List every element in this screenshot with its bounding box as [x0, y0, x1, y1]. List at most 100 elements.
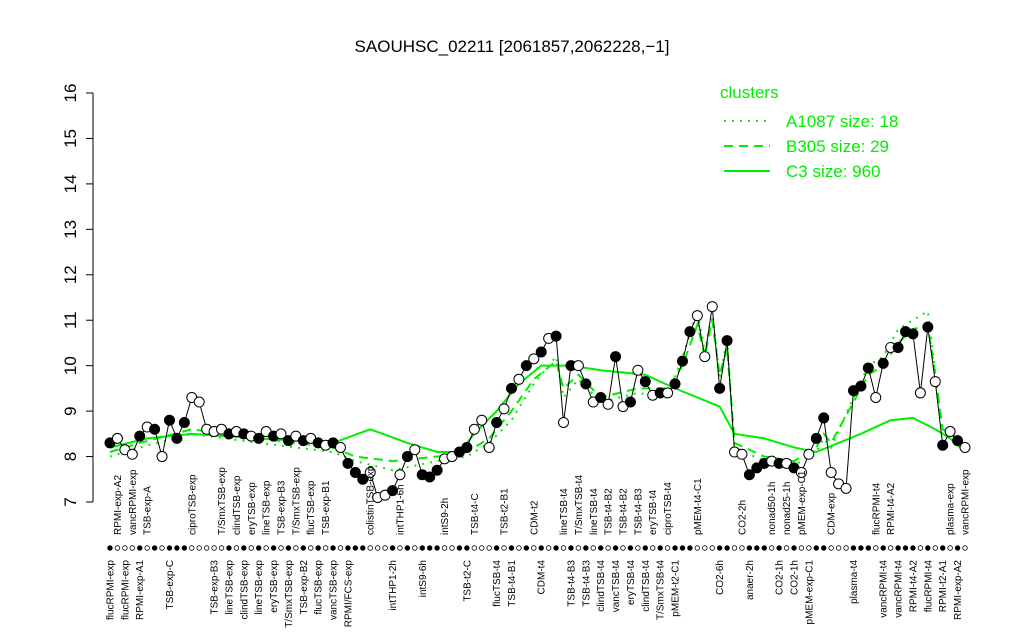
sample-dot — [285, 545, 292, 551]
sample-dot — [241, 545, 247, 551]
chart-title: SAOUHSC_02211 [2061857,2062228,−1] — [355, 37, 670, 56]
sample-dot — [382, 545, 388, 551]
y-tick-label: 14 — [61, 174, 80, 193]
sample-dot — [590, 545, 596, 551]
sample-dot — [813, 545, 820, 551]
cluster-line — [109, 320, 966, 463]
sample-dot — [449, 545, 455, 551]
sample-label: TSB-t4-B3 — [581, 560, 592, 607]
sample-label: RPMI-exp-A2 — [953, 560, 964, 620]
sample-dot — [137, 545, 143, 551]
sample-dot — [902, 545, 909, 551]
sample-label: flucRPMI-exp — [106, 560, 117, 620]
sample-label: CO2-1h — [775, 560, 786, 595]
sample-label: intS9-6h — [418, 560, 429, 597]
sample-label: colistinTSB-exp — [366, 465, 377, 535]
expression-point — [580, 378, 592, 390]
sample-dot — [181, 545, 188, 551]
sample-dot — [456, 545, 463, 551]
sample-label: T/SmxTSB-exp — [284, 560, 295, 628]
sample-dot — [293, 545, 299, 551]
expression-point — [721, 335, 733, 347]
cluster-line — [109, 309, 966, 472]
sample-dot — [962, 545, 968, 551]
sample-dot — [873, 545, 879, 551]
expression-point — [253, 432, 265, 444]
legend-label: B305 size: 29 — [786, 137, 889, 156]
sample-dot — [531, 545, 537, 551]
sample-label: nonad50-1h — [767, 482, 778, 535]
sample-dot — [739, 545, 745, 551]
sample-label: plasma-t4 — [849, 560, 860, 604]
sample-label: TSB-t4-B2 — [604, 488, 615, 535]
sample-label: vancTSB-t4 — [611, 560, 622, 613]
sample-dot — [144, 545, 150, 551]
sample-dot — [850, 545, 857, 551]
sample-dot — [768, 545, 775, 551]
sample-label: clindTSB-exp — [232, 475, 243, 535]
expression-point — [952, 435, 964, 447]
expression-point — [862, 362, 874, 374]
sample-dot — [687, 545, 693, 551]
sample-dot — [226, 545, 232, 551]
expression-point — [111, 432, 123, 444]
sample-dot — [709, 545, 715, 551]
sample-dot — [947, 545, 953, 551]
expression-point — [424, 471, 436, 483]
expression-point — [171, 432, 183, 444]
sample-dot — [196, 545, 202, 551]
sample-dot — [508, 545, 515, 551]
expression-point — [684, 326, 696, 338]
sample-dot — [270, 545, 277, 551]
sample-dot — [174, 545, 180, 551]
expression-point — [163, 414, 175, 426]
sample-dot — [724, 545, 730, 551]
sample-dot — [211, 545, 217, 551]
sample-label: T/SmxTSB-t4 — [574, 475, 585, 535]
sample-dot — [233, 545, 240, 551]
sample-label: pMEM-exp-C1 — [797, 470, 808, 535]
expression-point — [877, 357, 889, 369]
sample-dot — [954, 545, 961, 551]
y-tick-label: 12 — [61, 265, 80, 284]
sample-dot — [464, 545, 470, 551]
expression-point — [810, 432, 822, 444]
expression-point — [149, 423, 161, 435]
sample-dot — [300, 545, 307, 551]
sample-dot — [635, 545, 641, 551]
sample-dot — [248, 545, 254, 551]
sample-label: intTHP1-6h — [395, 484, 406, 535]
sample-dot — [107, 545, 113, 551]
sample-label: intS9-2h — [440, 498, 451, 535]
expression-point — [476, 414, 488, 426]
sample-dot — [389, 545, 396, 551]
sample-dot — [694, 545, 701, 551]
expression-point — [513, 373, 525, 385]
sample-dot — [278, 545, 284, 551]
sample-label: flucTSB-exp — [314, 560, 325, 615]
sample-dot — [523, 545, 530, 551]
sample-label: lineTSB-exp — [262, 480, 273, 535]
sample-dot — [657, 545, 663, 551]
sample-label: lineTSB-t4 — [589, 488, 600, 535]
sample-dot — [426, 545, 433, 551]
expression-point — [639, 376, 651, 388]
sample-dot — [917, 545, 924, 551]
expression-point — [193, 396, 205, 408]
sample-label: RPMI-exp-A1 — [135, 560, 146, 620]
expression-point — [706, 301, 718, 313]
sample-label: RPMI-t4-A2 — [908, 560, 919, 613]
sample-label: CDM-t4 — [537, 560, 548, 595]
sample-dot — [404, 545, 411, 551]
sample-dot — [516, 545, 522, 551]
sample-dot — [620, 545, 626, 551]
expression-point — [595, 391, 607, 403]
sample-dot — [367, 545, 373, 551]
sample-dot — [932, 545, 938, 551]
sample-label: TSB-exp-C — [165, 560, 176, 609]
sample-dot — [159, 545, 165, 551]
sample-dot — [575, 545, 582, 551]
sample-dot — [441, 545, 448, 551]
sample-dot — [434, 545, 440, 551]
